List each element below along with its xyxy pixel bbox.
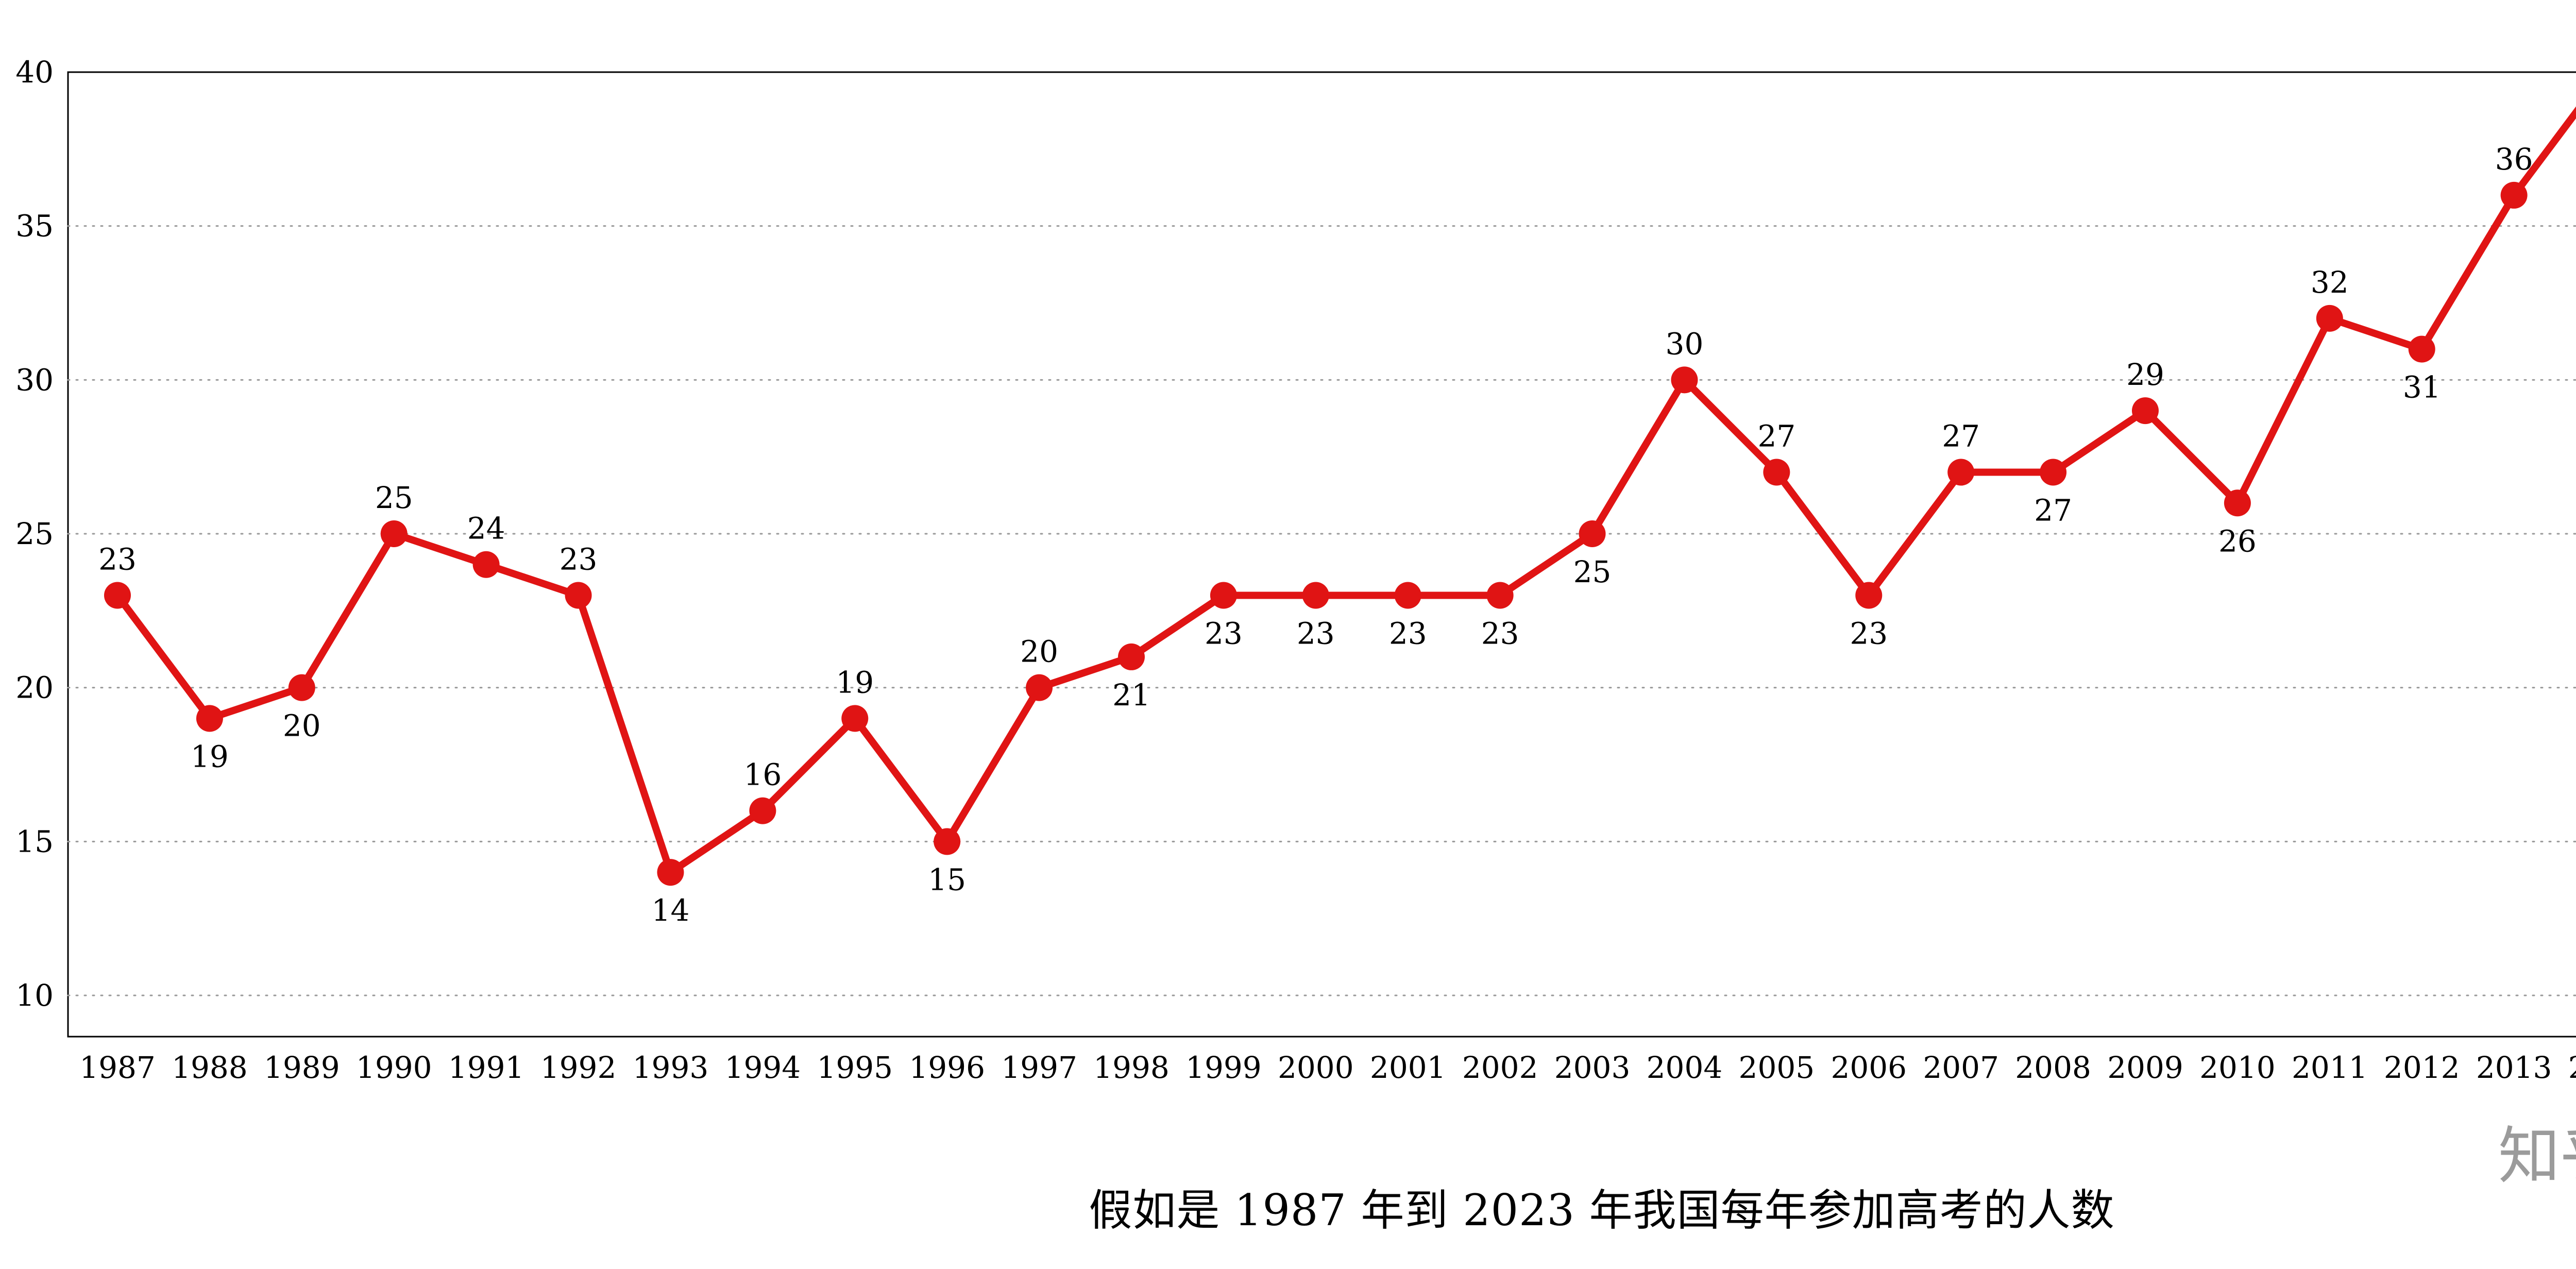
x-tick-label: 1994: [725, 1050, 801, 1085]
x-tick-label: 1996: [909, 1050, 985, 1085]
data-point: [749, 797, 776, 824]
data-point: [2500, 181, 2528, 209]
data-label: 23: [1297, 616, 1335, 651]
data-label: 26: [2218, 523, 2257, 559]
x-tick-label: 2013: [2476, 1050, 2552, 1085]
data-label: 25: [1573, 554, 1612, 589]
x-tick-label: 2014: [2568, 1050, 2576, 1085]
data-point: [1118, 643, 1145, 670]
data-label: 23: [560, 542, 598, 577]
data-point: [1394, 582, 1421, 609]
data-point: [2132, 397, 2159, 425]
data-point: [1855, 582, 1883, 609]
x-tick-label: 1998: [1093, 1050, 1170, 1085]
data-label: 23: [1481, 616, 1519, 651]
data-point: [1671, 366, 1698, 394]
data-point: [1947, 459, 1975, 486]
data-point: [934, 828, 961, 855]
chart-caption: 假如是 1987 年到 2023 年我国每年参加高考的人数: [1089, 1185, 2115, 1236]
data-label: 23: [1850, 616, 1888, 651]
x-tick-label: 2000: [1278, 1050, 1354, 1085]
data-label: 36: [2495, 142, 2533, 177]
x-tick-label: 1999: [1185, 1050, 1262, 1085]
x-tick-label: 2001: [1370, 1050, 1446, 1085]
data-label: 27: [2034, 493, 2072, 528]
data-label: 25: [375, 480, 413, 515]
y-tick-label: 20: [15, 670, 54, 705]
data-label: 23: [1389, 616, 1427, 651]
data-point: [2316, 304, 2343, 332]
x-tick-label: 1990: [356, 1050, 432, 1085]
data-point: [2224, 489, 2251, 517]
data-point: [1579, 520, 1606, 547]
y-tick-label: 35: [15, 209, 54, 244]
data-label: 27: [1942, 419, 1980, 454]
data-label: 23: [1205, 616, 1243, 651]
x-tick-label: 1992: [540, 1050, 617, 1085]
data-label: 16: [743, 757, 782, 792]
x-tick-label: 2006: [1831, 1050, 1907, 1085]
x-tick-label: 1993: [633, 1050, 709, 1085]
y-tick-label: 40: [15, 55, 54, 90]
data-label: 30: [1666, 326, 1704, 361]
x-tick-label: 2010: [2199, 1050, 2276, 1085]
data-label: 15: [928, 862, 966, 897]
data-label: 19: [836, 665, 874, 700]
x-tick-label: 2012: [2384, 1050, 2460, 1085]
x-tick-label: 1991: [448, 1050, 524, 1085]
x-tick-label: 2009: [2107, 1050, 2183, 1085]
x-tick-label: 2004: [1647, 1050, 1723, 1085]
x-tick-label: 2011: [2292, 1050, 2368, 1085]
x-tick-label: 2005: [1739, 1050, 1815, 1085]
data-point: [2408, 335, 2435, 363]
data-point: [2040, 459, 2067, 486]
watermark: 知乎 @BowerC: [2498, 1126, 2576, 1188]
data-label: 27: [1757, 419, 1795, 454]
data-point: [196, 705, 223, 732]
x-tick-label: 2002: [1462, 1050, 1538, 1085]
x-tick-label: 2003: [1554, 1050, 1631, 1085]
x-tick-label: 1987: [79, 1050, 156, 1085]
x-tick-label: 2008: [2015, 1050, 2091, 1085]
x-tick-label: 2007: [1923, 1050, 1999, 1085]
data-point: [1302, 582, 1329, 609]
data-line: [114, 106, 2576, 876]
data-point: [380, 520, 408, 547]
data-point: [1486, 582, 1514, 609]
data-point: [657, 859, 684, 886]
data-label: 32: [2311, 265, 2349, 300]
plot-area: [67, 71, 2576, 1038]
data-point: [104, 582, 131, 609]
x-tick-label: 1995: [817, 1050, 893, 1085]
data-label: 24: [467, 511, 505, 546]
data-point: [1763, 459, 1790, 486]
data-point: [1026, 674, 1053, 701]
y-tick-label: 15: [15, 824, 54, 859]
data-label: 31: [2403, 370, 2441, 405]
y-tick-label: 25: [15, 516, 54, 551]
data-label: 14: [652, 893, 690, 928]
x-tick-label: 1989: [264, 1050, 340, 1085]
x-tick-label: 1997: [1001, 1050, 1077, 1085]
y-tick-label: 30: [15, 362, 54, 397]
data-point: [472, 551, 500, 578]
data-point: [288, 674, 315, 701]
watermark-text: 知乎 @BowerC: [2498, 1121, 2576, 1192]
data-label: 21: [1112, 678, 1150, 713]
data-label: 23: [98, 542, 137, 577]
data-label: 29: [2126, 357, 2164, 392]
data-point: [1210, 582, 1237, 609]
data-label: 20: [283, 708, 321, 743]
data-point: [841, 705, 869, 732]
data-point: [565, 582, 592, 609]
data-label: 19: [191, 739, 229, 774]
x-tick-label: 1988: [172, 1050, 248, 1085]
data-label: 20: [1020, 634, 1058, 669]
y-tick-label: 10: [15, 978, 54, 1013]
